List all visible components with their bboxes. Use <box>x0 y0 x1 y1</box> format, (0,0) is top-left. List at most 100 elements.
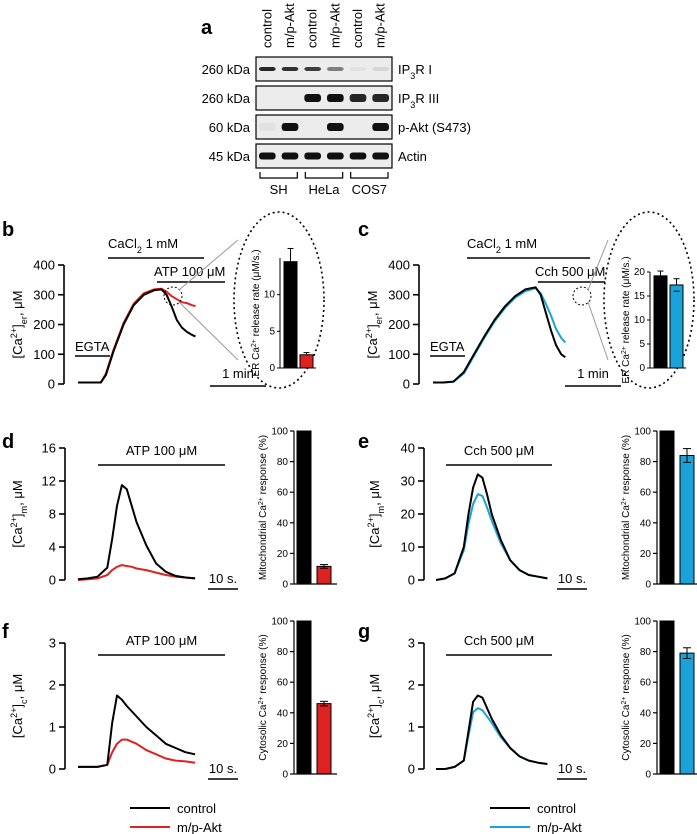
stimulus-label: Cch 500 μM <box>464 443 534 458</box>
bar-y-label-part: Mitochondrial Ca <box>258 505 269 580</box>
bar-y-tick-label: 80 <box>277 457 289 468</box>
blot-band <box>281 123 299 131</box>
panel-letter-e: e <box>358 431 369 453</box>
y-axis-label-part: m <box>376 506 386 514</box>
blot-band <box>372 67 389 71</box>
scale-bar-label: 10 s. <box>558 571 586 586</box>
y-axis-label-part: c <box>376 699 386 704</box>
bar-y-label-part: 2+ <box>258 497 265 505</box>
y-tick-label: 8 <box>49 507 56 522</box>
scale-bar-label: 1 min <box>222 366 254 381</box>
y-tick-label: 200 <box>33 317 55 332</box>
bar-y-tick-label: 80 <box>640 647 652 658</box>
protein-label-sub: 3 <box>410 71 415 81</box>
bar-control <box>296 620 312 775</box>
scale-bar-label: 10 s. <box>209 761 237 776</box>
stimulus-label: ATP 100 μM <box>126 633 197 648</box>
protein-label-main: Actin <box>398 149 427 164</box>
panel-letter-b: b <box>2 219 14 241</box>
y-axis-label-part: , μM <box>365 291 380 317</box>
legend-label-mp-akt: m/p-Akt <box>177 820 222 834</box>
inset-y-tick-label: 5 <box>639 339 645 350</box>
y-axis-label-part: 2+ <box>366 517 376 527</box>
y-tick-label: 100 <box>388 347 410 362</box>
series-line-mp-akt <box>433 287 567 384</box>
y-tick-label: 0 <box>49 762 56 777</box>
kda-label: 260 kDa <box>202 91 251 106</box>
bar-y-tick-label: 80 <box>640 457 652 468</box>
kda-label: 60 kDa <box>209 120 251 135</box>
bar-y-tick-label: 60 <box>640 488 652 499</box>
bar-mp-akt <box>316 703 332 775</box>
y-tick-label: 10 <box>401 540 415 555</box>
inset-y-label-part: 2+ <box>251 339 258 347</box>
y-tick-label: 0 <box>48 377 55 392</box>
blot-band <box>327 152 344 160</box>
bar-y-tick-label: 100 <box>271 427 288 438</box>
bar-y-tick-label: 0 <box>282 580 288 591</box>
bar-control <box>659 620 675 775</box>
legend-label-control: control <box>177 801 216 816</box>
y-axis-label-part: 2+ <box>9 517 19 527</box>
y-axis-label-part: m <box>19 506 29 514</box>
inset-y-label-part: release rate (μM/s.) <box>621 256 632 346</box>
protein-label: Actin <box>398 149 427 164</box>
blot-band <box>259 67 276 71</box>
protein-label-sub: 3 <box>410 100 415 110</box>
y-tick-label: 400 <box>388 258 410 273</box>
y-tick-label: 20 <box>401 507 415 522</box>
y-tick-label: 12 <box>42 474 56 489</box>
zoom-connector <box>178 301 239 361</box>
blot-band <box>304 67 321 71</box>
stimulus-label-cacl2-part: 1 mM <box>142 236 178 251</box>
legend-cos7: control m/p-Akt <box>490 801 582 834</box>
y-axis-label-part: ] <box>367 513 382 517</box>
bar-y-tick-label: 20 <box>640 739 652 750</box>
bar-y-label: Cytosolic Ca2+ response (%) <box>621 634 633 760</box>
bar-y-tick-label: 100 <box>634 427 651 438</box>
series-line-control <box>78 288 196 384</box>
y-axis-label-part: , μM <box>10 674 25 700</box>
series-line-control <box>433 286 566 384</box>
y-tick-label: 3 <box>49 636 56 651</box>
bar-y-label-part: 2+ <box>621 697 628 705</box>
stimulus-label-cacl2: CaCl2 1 mM <box>108 236 178 255</box>
inset-y-tick-label: 0 <box>639 363 645 374</box>
lane-label: m/p-Akt <box>327 3 342 48</box>
y-axis-label-part: [Ca <box>365 337 380 358</box>
blot-band <box>349 94 367 102</box>
y-axis-label-part: 2+ <box>364 328 374 338</box>
y-axis-label-part: [Ca <box>367 717 382 738</box>
blot-row-frame <box>255 85 393 111</box>
inset-y-label-part: ER Ca <box>251 347 262 377</box>
y-tick-label: 300 <box>33 287 55 302</box>
inset-y-label-part: 2+ <box>621 346 628 354</box>
y-tick-label: 16 <box>42 441 56 456</box>
y-tick-label: 100 <box>33 347 55 362</box>
inset-y-tick-label: 10 <box>264 290 276 301</box>
kda-label: 45 kDa <box>209 149 251 164</box>
bar-y-tick-label: 60 <box>277 678 289 689</box>
y-tick-label: 400 <box>33 258 55 273</box>
bar-y-tick-label: 20 <box>640 549 652 560</box>
stimulus-label-cacl2-part: 2 <box>137 245 142 255</box>
stimulus-label-cacl2-part: CaCl <box>108 236 137 251</box>
y-axis-label-part: ] <box>365 324 380 328</box>
bar-y-label: Mitochondrial Ca2+ response (%) <box>258 435 270 580</box>
blot-row-frame <box>255 56 393 82</box>
inset-y-label: ER Ca2+ release rate (μM/s.) <box>621 256 633 383</box>
zoom-ellipse <box>233 211 325 389</box>
stimulus-label-cacl2-part: CaCl <box>467 236 496 251</box>
y-tick-label: 200 <box>388 317 410 332</box>
panel-letter-f: f <box>2 621 9 643</box>
series-line-control <box>435 473 548 581</box>
cell-line-label: COS7 <box>352 182 387 197</box>
y-axis-label: [Ca2+]m, μM <box>9 480 29 547</box>
lane-label: control <box>259 9 274 48</box>
blot-band <box>304 152 321 160</box>
series-line-control <box>436 694 548 770</box>
zoom-connector <box>587 301 609 361</box>
panel-letter-a: a <box>201 17 213 39</box>
